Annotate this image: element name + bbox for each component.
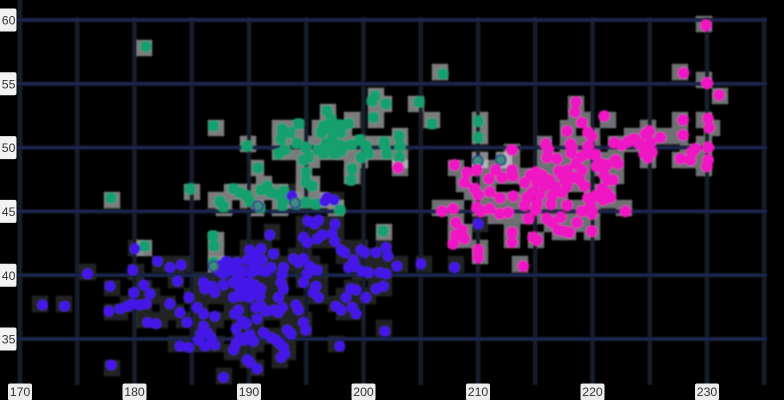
- svg-text:230: 230: [697, 385, 718, 399]
- svg-text:180: 180: [124, 385, 145, 399]
- svg-text:40: 40: [2, 269, 16, 283]
- svg-text:50: 50: [2, 141, 16, 155]
- svg-text:60: 60: [2, 14, 16, 28]
- svg-text:170: 170: [10, 385, 31, 399]
- svg-text:220: 220: [582, 385, 603, 399]
- svg-text:200: 200: [353, 385, 374, 399]
- svg-text:45: 45: [2, 205, 16, 219]
- svg-text:55: 55: [2, 77, 16, 91]
- svg-text:35: 35: [2, 333, 16, 347]
- svg-text:210: 210: [468, 385, 489, 399]
- svg-text:190: 190: [239, 385, 260, 399]
